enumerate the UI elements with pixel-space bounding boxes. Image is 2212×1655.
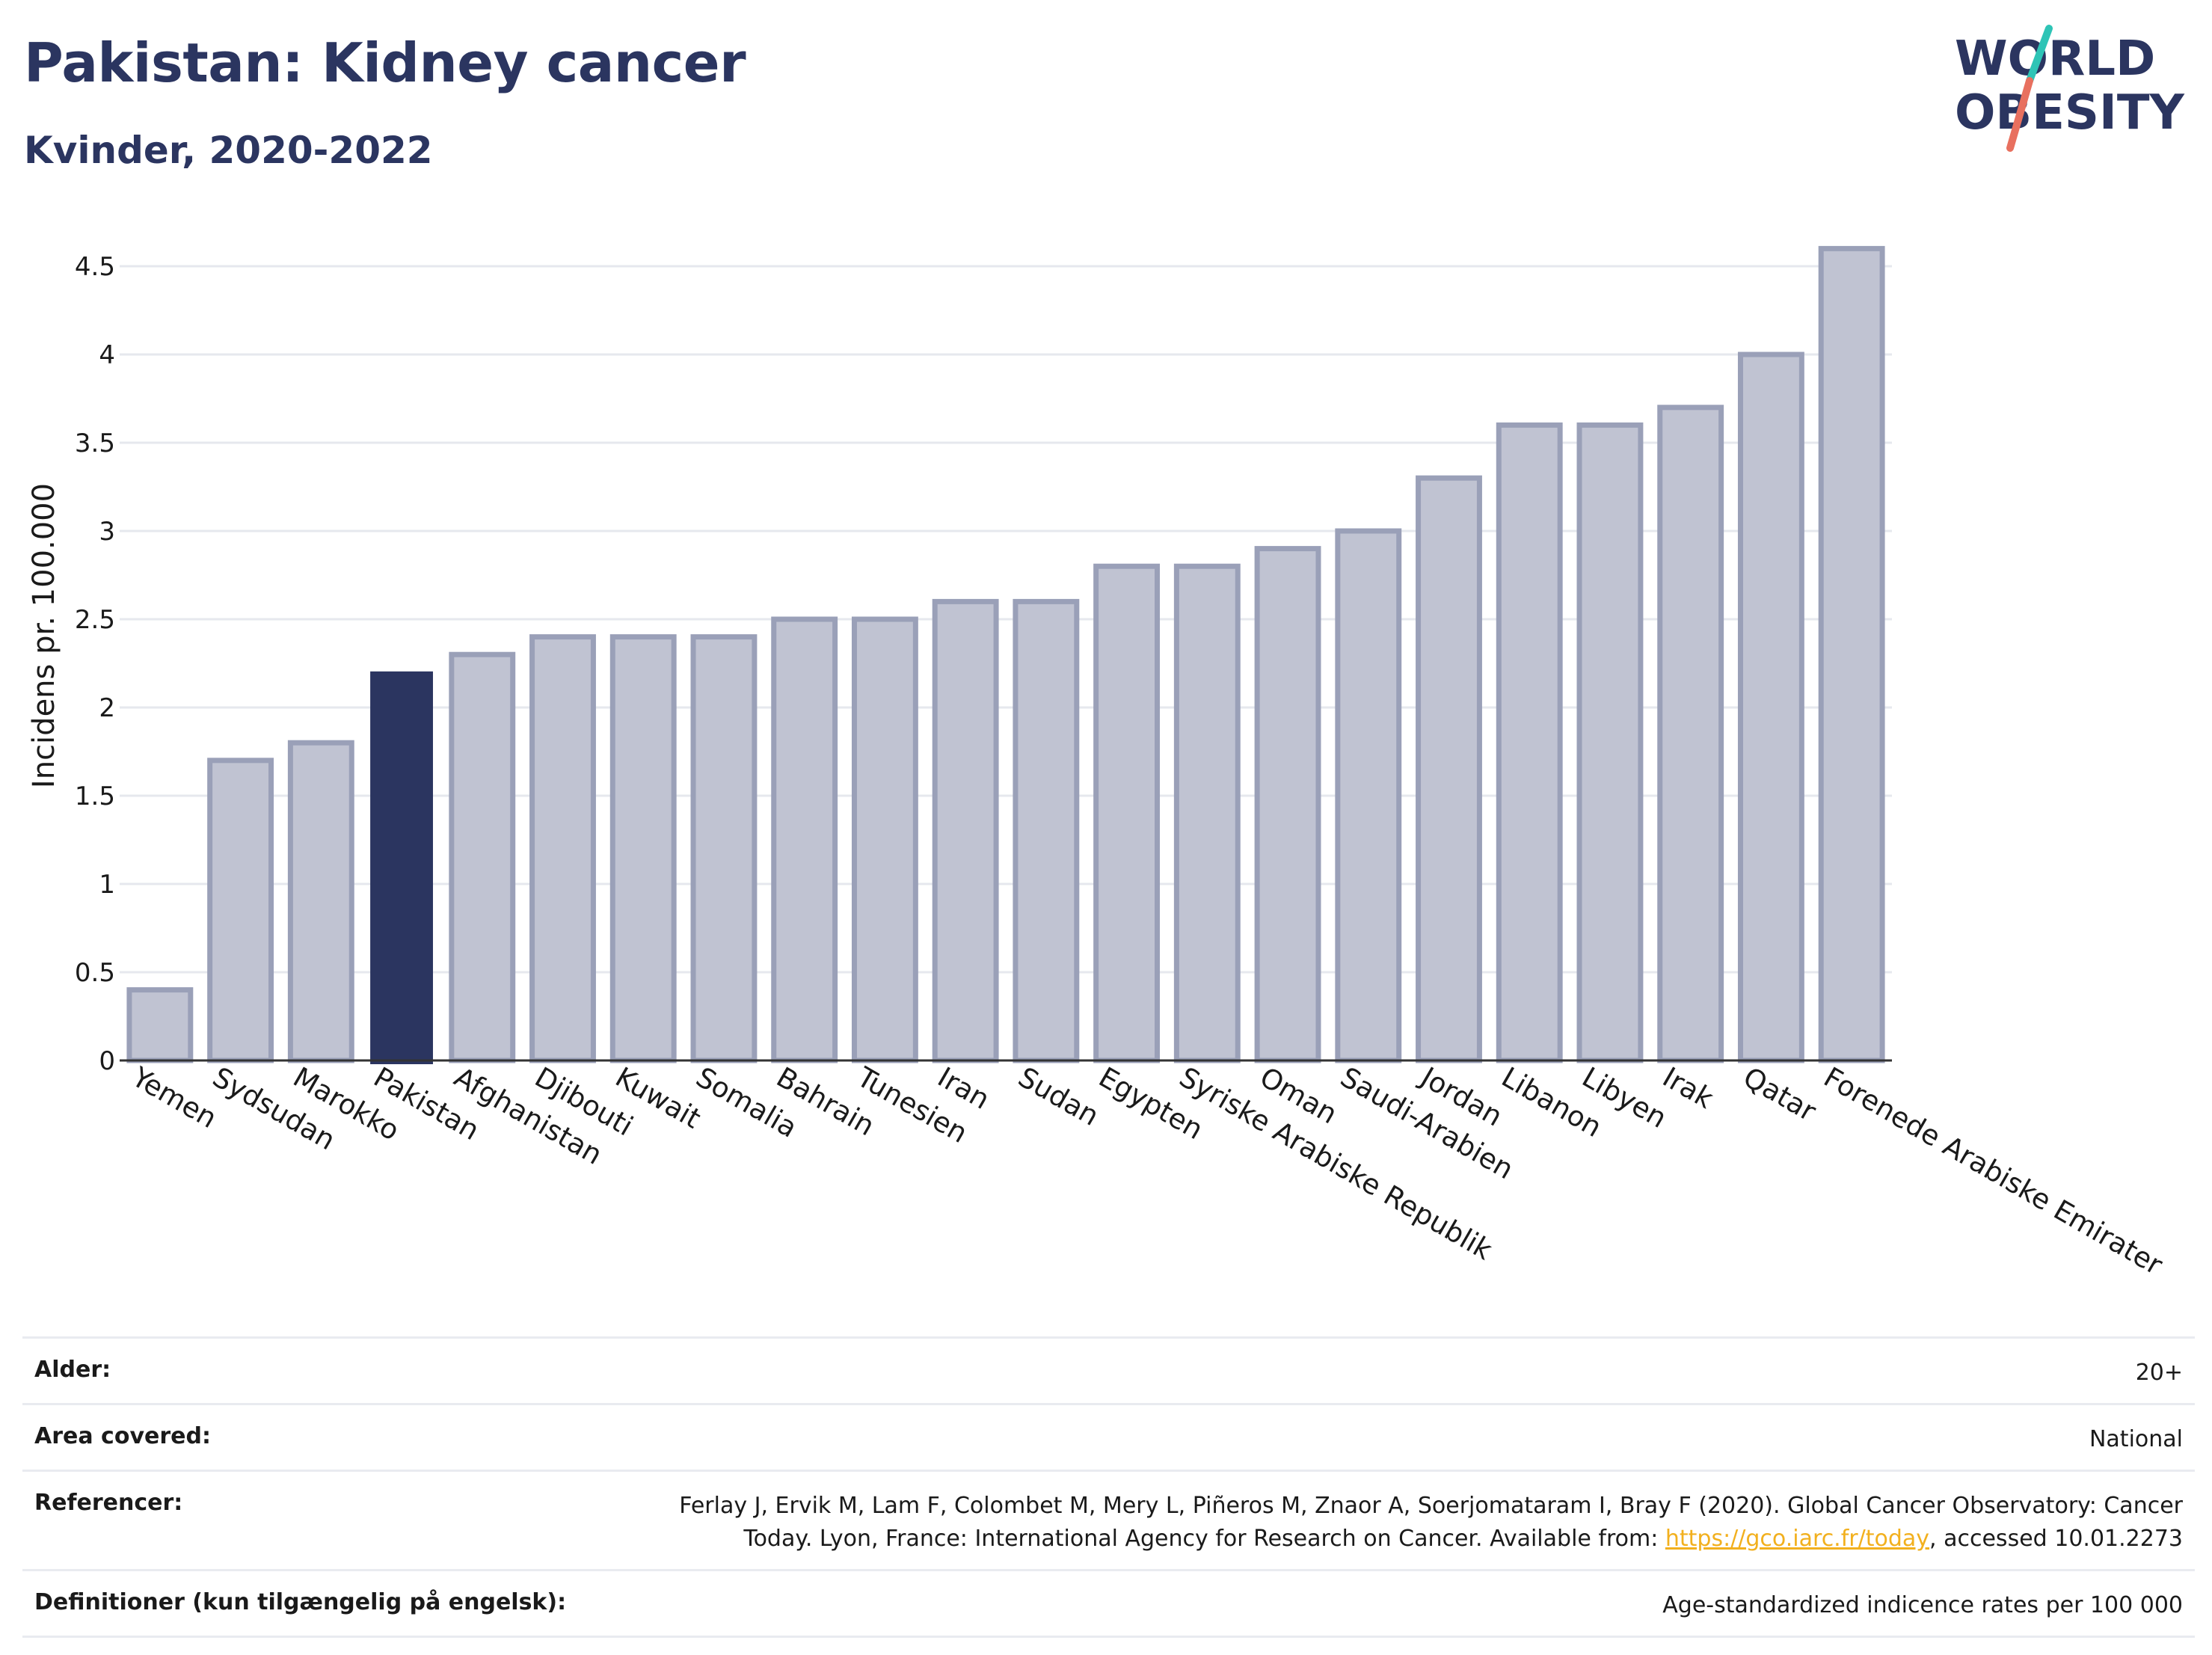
x-tick-label: Forenede Arabiske Emirater xyxy=(1819,1061,2169,1282)
bar-forenede-arabiske-emirater[interactable] xyxy=(1818,245,1885,1063)
meta-row-age: Alder: 20+ xyxy=(22,1336,2195,1403)
bar-pakistan[interactable] xyxy=(370,671,433,1064)
bar-libanon[interactable] xyxy=(1496,422,1563,1063)
logo-line-2: OBESITY xyxy=(1955,85,2184,141)
meta-row-area: Area covered: National xyxy=(22,1403,2195,1470)
bar-saudi-arabien[interactable] xyxy=(1335,528,1402,1063)
meta-value: Age-standardized indicence rates per 100… xyxy=(1662,1592,2183,1618)
reference-line-2-post: , accessed 10.01.2273 xyxy=(1929,1526,2183,1552)
meta-label: Referencer: xyxy=(34,1490,183,1516)
metadata-table: Alder: 20+ Area covered: National Refere… xyxy=(22,1336,2195,1638)
y-tick-label: 1.5 xyxy=(75,782,115,811)
world-obesity-logo: WORLD OBESITY xyxy=(1955,25,2184,152)
y-tick-label: 0.5 xyxy=(75,958,115,988)
bar-bahrain[interactable] xyxy=(771,616,838,1063)
bar-chart: 0 0.5 1 1.5 2 2.5 3 3.5 4 4.5 Incidens pr. 100.00… xyxy=(27,245,2169,1282)
meta-label: Area covered: xyxy=(34,1423,211,1449)
chart-title: Pakistan: Kidney cancer xyxy=(24,31,746,94)
bar-irak[interactable] xyxy=(1657,405,1724,1063)
y-tick-label: 3.5 xyxy=(75,429,115,458)
bar-djibouti[interactable] xyxy=(529,634,596,1063)
meta-label: Definitioner (kun tilgængelig på engelsk… xyxy=(34,1589,567,1615)
meta-value: 20+ xyxy=(2135,1360,2183,1386)
y-axis-ticks: 0 0.5 1 1.5 2 2.5 3 3.5 4 4.5 xyxy=(75,252,115,1076)
bars xyxy=(126,245,1885,1064)
y-axis-label: Incidens pr. 100.000 xyxy=(27,483,61,788)
chart-subtitle: Kvinder, 2020-2022 xyxy=(24,129,433,172)
bar-libyen[interactable] xyxy=(1576,422,1644,1063)
x-tick-label: Qatar xyxy=(1738,1061,1822,1129)
meta-label: Alder: xyxy=(34,1357,111,1383)
x-axis-labels: YemenSydsudanMarokkoPakistanAfghanistanD… xyxy=(126,1060,2168,1282)
y-tick-label: 0 xyxy=(99,1046,115,1076)
bar-yemen[interactable] xyxy=(126,987,194,1063)
y-tick-label: 3 xyxy=(99,517,115,547)
bar-kuwait[interactable] xyxy=(609,634,677,1063)
bar-jordan[interactable] xyxy=(1416,475,1482,1063)
logo-accent-stroke-top xyxy=(2026,25,2053,85)
bar-afghanistan[interactable] xyxy=(449,651,516,1063)
y-tick-label: 2 xyxy=(99,693,115,723)
y-tick-label: 4.5 xyxy=(75,252,115,282)
bar-egypten[interactable] xyxy=(1093,563,1161,1063)
y-tick-label: 1 xyxy=(99,870,115,900)
reference-link[interactable]: https://gco.iarc.fr/today xyxy=(1665,1526,1930,1552)
logo-line-1: WORLD xyxy=(1955,31,2155,87)
bar-sudan[interactable] xyxy=(1013,598,1080,1063)
reference-line-1: Ferlay J, Ervik M, Lam F, Colombet M, Me… xyxy=(679,1493,2183,1519)
meta-value: National xyxy=(2089,1426,2183,1452)
x-tick-label: Yemen xyxy=(126,1060,222,1134)
reference-line-2-pre: Today. Lyon, France: International Agenc… xyxy=(743,1526,1665,1552)
meta-row-definitions: Definitioner (kun tilgængelig på engelsk… xyxy=(22,1569,2195,1638)
bar-somalia[interactable] xyxy=(690,634,758,1063)
bar-tunesien[interactable] xyxy=(851,616,918,1063)
bar-syriske-arabiske-republik[interactable] xyxy=(1173,563,1241,1063)
bar-qatar[interactable] xyxy=(1737,351,1804,1063)
bar-iran[interactable] xyxy=(932,598,999,1063)
bar-oman[interactable] xyxy=(1254,546,1321,1063)
logo-accent-stroke-bottom xyxy=(2006,77,2033,152)
meta-value-reference: Ferlay J, Ervik M, Lam F, Colombet M, Me… xyxy=(679,1490,2183,1556)
y-tick-label: 2.5 xyxy=(75,605,115,635)
bar-marokko[interactable] xyxy=(287,740,354,1063)
x-tick-label: Sudan xyxy=(1013,1061,1104,1133)
y-tick-label: 4 xyxy=(99,340,115,370)
meta-row-references: Referencer: Ferlay J, Ervik M, Lam F, Co… xyxy=(22,1470,2195,1569)
bar-sydsudan[interactable] xyxy=(207,758,274,1063)
